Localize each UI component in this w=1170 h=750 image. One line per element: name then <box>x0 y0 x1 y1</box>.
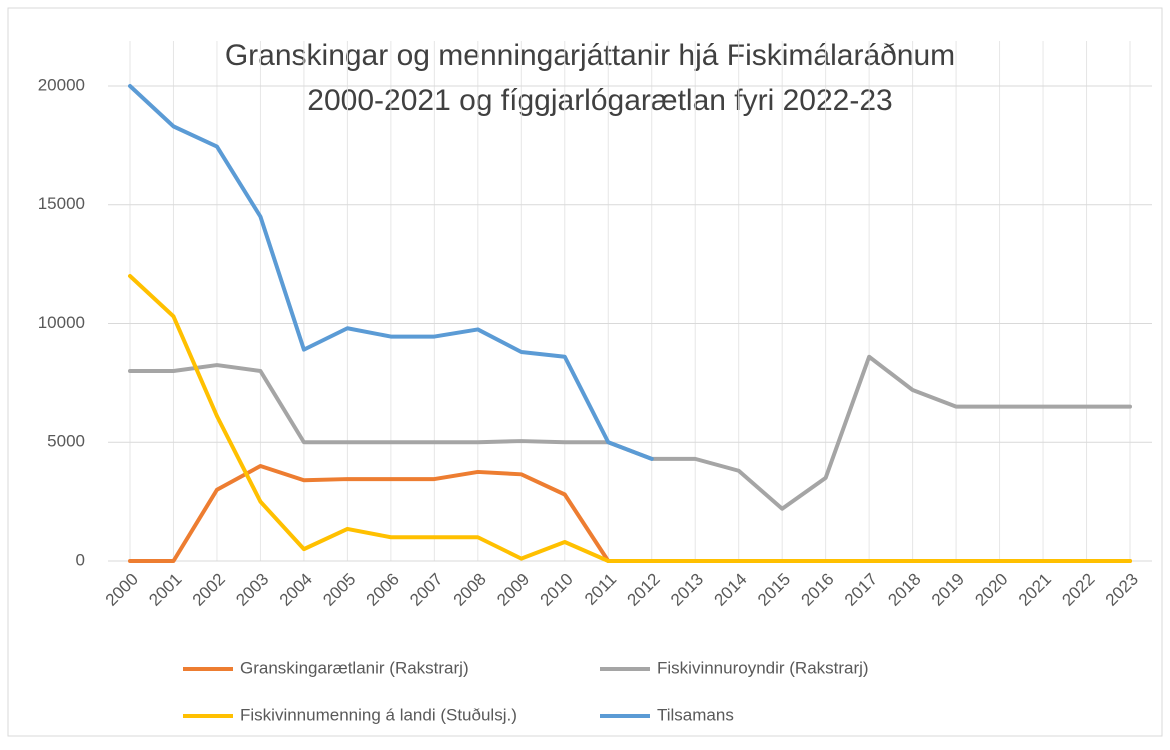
y-tick-label: 15000 <box>38 194 85 213</box>
line-series <box>128 84 654 461</box>
y-tick-label: 10000 <box>38 313 85 332</box>
chart-frame <box>7 7 1163 737</box>
line-series <box>128 274 1132 563</box>
legend-label: Tilsamans <box>657 705 734 724</box>
legend-label: Fiskivinnuroyndir (Rakstrarj) <box>657 658 869 677</box>
y-tick-label: 0 <box>76 550 85 569</box>
legend-label: Granskingarætlanir (Rakstrarj) <box>240 658 469 677</box>
legend-label: Fiskivinnumenning á landi (Stuðulsj.) <box>240 705 517 724</box>
y-tick-label: 20000 <box>38 75 85 94</box>
y-tick-label: 5000 <box>47 432 85 451</box>
chart-title: Granskingar og menningarjáttanir hjá Fis… <box>225 39 955 72</box>
chart-title: 2000-2021 og fíggjarlógarætlan fyri 2022… <box>307 84 892 117</box>
